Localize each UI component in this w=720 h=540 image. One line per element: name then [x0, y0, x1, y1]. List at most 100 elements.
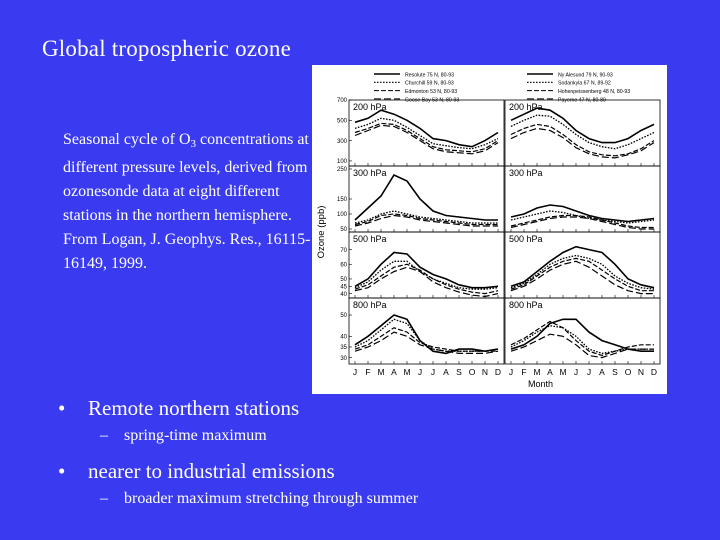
series-line — [354, 109, 499, 148]
series-line — [354, 213, 498, 226]
series-line — [354, 260, 499, 290]
dash-marker: – — [100, 490, 108, 507]
y-tick-label: 100 — [337, 159, 348, 165]
series-line — [510, 260, 654, 295]
series-line — [354, 173, 498, 221]
sub-bullet-text: broader maximum stretching through summe… — [124, 490, 419, 507]
month-tick-label: A — [547, 367, 553, 377]
month-tick-label: M — [377, 367, 384, 377]
pressure-level-label: 500 hPa — [353, 234, 387, 244]
month-tick-label: A — [443, 367, 449, 377]
sub-bullet-remote: – spring-time maximum — [100, 427, 698, 445]
pressure-level-label: 800 hPa — [509, 300, 543, 310]
series-line — [510, 214, 654, 229]
series-line — [354, 314, 499, 355]
legend-entry: Hohenpeissenberg 48 N, 80-93 — [558, 89, 630, 95]
y-tick-label: 50 — [340, 227, 347, 233]
month-tick-label: A — [391, 367, 397, 377]
pressure-level-label: 500 hPa — [509, 234, 543, 244]
pressure-level-label: 300 hPa — [509, 168, 543, 178]
y-tick-label: 700 — [337, 98, 348, 104]
series-line — [354, 266, 499, 298]
y-tick-label: 250 — [337, 167, 348, 173]
month-tick-label: M — [403, 367, 410, 377]
series-line — [510, 254, 655, 290]
slide-title: Global tropospheric ozone — [42, 36, 291, 61]
month-tick-label: J — [353, 367, 357, 377]
pressure-level-label: 200 hPa — [509, 102, 543, 112]
month-tick-label: J — [509, 367, 513, 377]
y-tick-label: 35 — [340, 345, 347, 351]
month-tick-label: N — [638, 367, 644, 377]
bullet-marker: • — [58, 459, 66, 483]
dash-marker: – — [100, 427, 108, 444]
caption-text-main: Seasonal cycle of O — [63, 131, 191, 148]
sub-bullet-text: spring-time maximum — [124, 427, 267, 444]
caption-text-rest: concentrations at different pressure lev… — [63, 131, 311, 272]
series-line — [510, 107, 655, 144]
legend-entry: Resolute 75 N, 80-93 — [405, 72, 454, 78]
month-tick-label: O — [469, 367, 476, 377]
month-tick-label: O — [625, 367, 632, 377]
series-line — [354, 210, 498, 224]
y-tick-label: 70 — [340, 248, 347, 254]
panel-frame — [348, 297, 505, 365]
series-line — [354, 251, 499, 289]
series-line — [510, 123, 655, 157]
legend-entry: Edmonton 53 N, 80-93 — [405, 89, 457, 95]
series-line — [510, 114, 655, 150]
y-tick-label: 40 — [340, 335, 347, 341]
y-tick-label: 50 — [340, 277, 347, 283]
bullet-text: Remote northern stations — [88, 396, 300, 420]
month-tick-label: M — [533, 367, 540, 377]
y-tick-label: 60 — [340, 262, 347, 268]
bullet-item-remote: • Remote northern stations — [58, 396, 698, 421]
y-tick-label: 40 — [340, 292, 347, 298]
bullet-marker: • — [58, 396, 66, 420]
pressure-level-label: 300 hPa — [353, 168, 387, 178]
pressure-level-label: 800 hPa — [353, 300, 387, 310]
series-line — [354, 124, 499, 155]
month-tick-label: N — [482, 367, 488, 377]
ozone-figure: Resolute 75 N, 80-93 Churchill 59 N, 80-9… — [312, 65, 667, 394]
bullet-text: nearer to industrial emissions — [88, 459, 335, 483]
month-tick-label: J — [431, 367, 435, 377]
series-line — [354, 263, 499, 295]
bullet-list: • Remote northern stations – spring-time m… — [58, 396, 698, 522]
pressure-level-label: 200 hPa — [353, 102, 387, 112]
sub-bullet-industrial: – broader maximum stretching through summ… — [100, 490, 698, 508]
series-line — [354, 117, 499, 150]
series-line — [510, 245, 655, 289]
month-tick-label: F — [365, 367, 370, 377]
legend-entry: Sodankyla 67 N, 89-92 — [558, 81, 611, 87]
series-line — [510, 257, 654, 292]
month-tick-label: A — [599, 367, 605, 377]
series-line — [354, 331, 499, 354]
y-tick-label: 45 — [340, 284, 347, 290]
panel-frame — [504, 297, 661, 365]
x-axis-label: Month — [528, 379, 553, 389]
month-tick-label: M — [559, 367, 566, 377]
month-tick-label: S — [612, 367, 618, 377]
series-line — [354, 122, 499, 153]
y-tick-label: 500 — [337, 119, 348, 125]
y-tick-label: 100 — [337, 212, 348, 218]
caption-subscript: 3 — [190, 138, 197, 150]
series-line — [354, 318, 499, 352]
month-tick-label: D — [495, 367, 501, 377]
panel-row: 300 hPa 300 hPa 250 150 100 50 — [337, 165, 661, 233]
panel-row: 200 hPa 200 hPa 700 500 300 100 — [337, 98, 661, 167]
month-tick-label: D — [651, 367, 657, 377]
y-tick-label: 30 — [340, 356, 347, 362]
bullet-item-industrial: • nearer to industrial emissions — [58, 459, 698, 484]
legend-entry: Churchill 59 N, 80-93 — [405, 81, 454, 87]
y-tick-label: 150 — [337, 197, 348, 203]
series-line — [510, 320, 654, 357]
series-line — [510, 216, 654, 230]
series-line — [510, 210, 655, 224]
month-tick-label: F — [521, 367, 526, 377]
series-line — [510, 204, 655, 223]
series-line — [510, 325, 654, 355]
